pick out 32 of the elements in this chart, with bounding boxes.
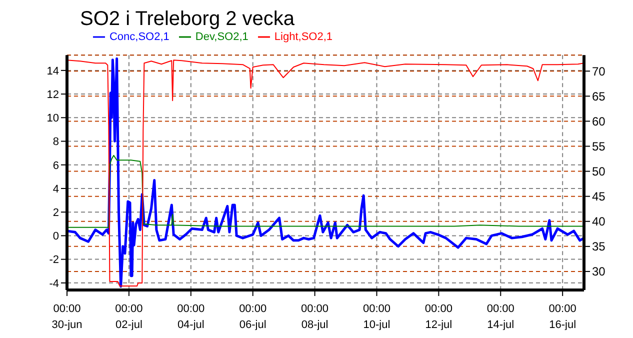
y2-tick-label: 65 bbox=[592, 89, 606, 104]
legend-label: Dev,SO2,1 bbox=[195, 31, 248, 43]
x-tick-label: 00:00 14-jul bbox=[486, 303, 514, 331]
y2-tick-label: 40 bbox=[592, 214, 606, 229]
x-tick-label: 00:00 04-jul bbox=[177, 303, 205, 331]
chart-title: SO2 i Treleborg 2 vecka bbox=[80, 8, 295, 31]
y-tick-label: -4 bbox=[49, 278, 59, 290]
y2-tick-label: 60 bbox=[592, 114, 606, 128]
legend-label: Conc,SO2,1 bbox=[109, 31, 170, 43]
x-tick-label: 00:00 08-jul bbox=[301, 303, 329, 331]
y-tick-label: 14 bbox=[46, 65, 59, 78]
y-tick-label: 10 bbox=[46, 112, 59, 125]
y2-tick-label: 50 bbox=[592, 164, 606, 179]
y-tick-label: 0 bbox=[52, 230, 59, 243]
y2-tick-label: 45 bbox=[592, 190, 606, 204]
y2-tick-label: 30 bbox=[592, 264, 606, 279]
y-tick-label: 4 bbox=[52, 183, 59, 196]
y-tick-label: 6 bbox=[52, 160, 59, 172]
x-tick-label: 00:00 16-jul bbox=[548, 303, 576, 331]
x-tick-label: 00:00 10-jul bbox=[362, 303, 390, 331]
y2-tick-label: 55 bbox=[592, 140, 606, 154]
y-tick-label: 12 bbox=[46, 88, 59, 101]
legend-label: Light,SO2,1 bbox=[274, 31, 332, 43]
y-tick-label: -2 bbox=[49, 254, 59, 266]
y2-tick-label: 35 bbox=[592, 240, 606, 254]
x-tick-label: 00:00 30-jun bbox=[52, 303, 82, 331]
y-tick-label: 2 bbox=[52, 206, 59, 219]
y-tick-label: 8 bbox=[52, 136, 59, 148]
y2-tick-label: 70 bbox=[592, 64, 606, 78]
x-tick-label: 00:00 06-jul bbox=[239, 303, 267, 331]
x-tick-label: 00:00 12-jul bbox=[424, 303, 452, 331]
x-tick-label: 00:00 02-jul bbox=[115, 303, 143, 331]
